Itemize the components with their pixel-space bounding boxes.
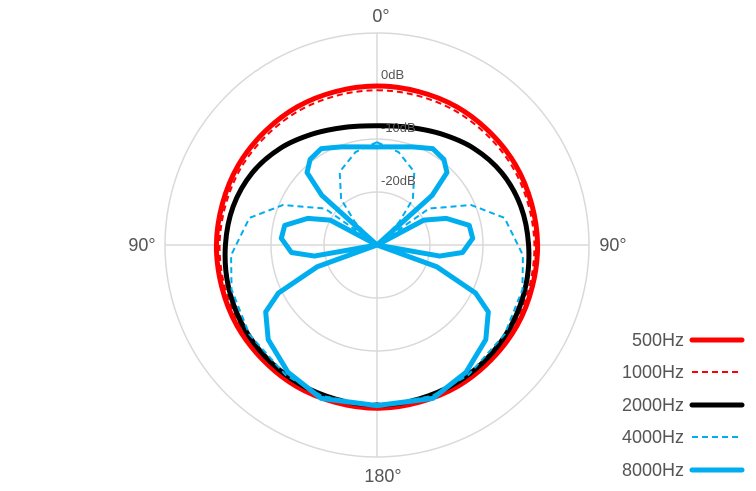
series-8000hz: [263, 144, 491, 409]
r-tick-label: 0dB: [381, 67, 404, 82]
r-tick-label: -20dB: [381, 173, 416, 188]
angle-label-top: 0°: [372, 6, 389, 26]
series-500hz: [213, 83, 541, 411]
r-tick-label: -10dB: [381, 120, 416, 135]
radial-tick-labels: 0dB -10dB -20dB: [381, 67, 416, 188]
angle-label-right: 90°: [599, 235, 626, 255]
legend-label: 1000Hz: [622, 362, 684, 382]
series-group: [213, 83, 541, 411]
legend: 500Hz 1000Hz 2000Hz 4000Hz 8000Hz: [622, 330, 745, 480]
legend-label: 2000Hz: [622, 395, 684, 415]
legend-label: 8000Hz: [622, 460, 684, 480]
legend-label: 500Hz: [632, 330, 684, 350]
legend-label: 4000Hz: [622, 427, 684, 447]
angle-label-left: 90°: [128, 235, 155, 255]
angle-label-bottom: 180°: [364, 466, 401, 486]
